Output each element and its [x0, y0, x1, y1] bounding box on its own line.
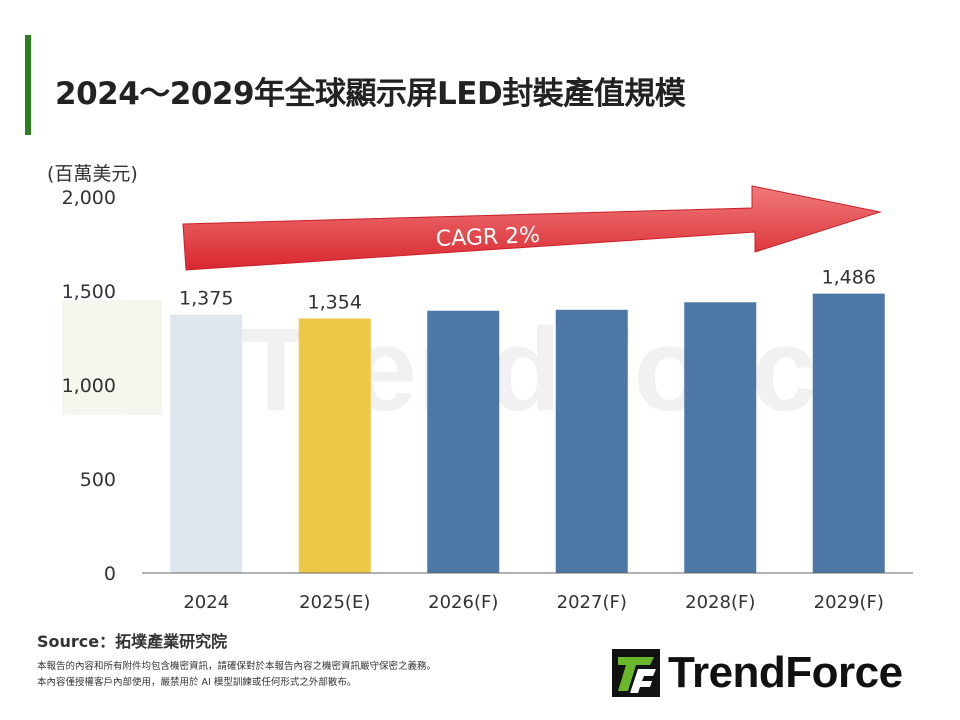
cagr-label: CAGR 2% — [435, 223, 540, 252]
trendforce-logo-icon — [612, 649, 660, 697]
watermark-logo-icon — [62, 300, 162, 415]
data-label: 1,486 — [822, 267, 876, 289]
x-tick-label: 2027(F) — [557, 592, 627, 613]
disclaimer-line-2: 本內容僅授權客戶內部使用，嚴禁用於 AI 模型訓練或任何形式之外部散布。 — [37, 677, 357, 688]
y-axis-unit: (百萬美元) — [47, 163, 138, 185]
arrow-shape — [182, 185, 882, 271]
trendforce-logo: TrendForce — [612, 648, 903, 698]
x-tick-label: 2028(F) — [685, 592, 755, 613]
y-tick-label: 2,000 — [62, 187, 116, 209]
source-text: Source：拓墣產業研究院 — [37, 632, 228, 651]
y-tick-label: 1,000 — [62, 375, 116, 397]
logo-text: TrendForce — [668, 648, 903, 697]
bar-2029(F) — [812, 293, 885, 573]
y-tick-label: 1,500 — [62, 281, 116, 303]
bar-2028(F) — [684, 302, 757, 573]
y-tick-label: 500 — [80, 469, 116, 491]
bar-2024 — [170, 314, 243, 573]
bar-2026(F) — [427, 310, 500, 573]
disclaimer-line-1: 本報告的內容和所有附件均包含機密資訊，請確保對於本報告內容之機密資訊嚴守保密之義… — [37, 661, 437, 672]
x-tick-label: 2029(F) — [814, 592, 884, 613]
cagr-arrow: CAGR 2% — [182, 185, 882, 271]
bar-2027(F) — [555, 309, 628, 573]
x-tick-label: 2025(E) — [299, 592, 370, 613]
x-tick-label: 2026(F) — [428, 592, 498, 613]
data-label: 1,375 — [179, 288, 233, 310]
page-title: 2024～2029年全球顯示屏LED封裝產值規模 — [55, 76, 686, 112]
data-label: 1,354 — [308, 291, 362, 313]
y-tick-label: 0 — [104, 563, 116, 585]
x-tick-label: 2024 — [183, 592, 229, 613]
title-accent-bar — [25, 35, 31, 135]
bar-2025(E) — [298, 318, 371, 573]
